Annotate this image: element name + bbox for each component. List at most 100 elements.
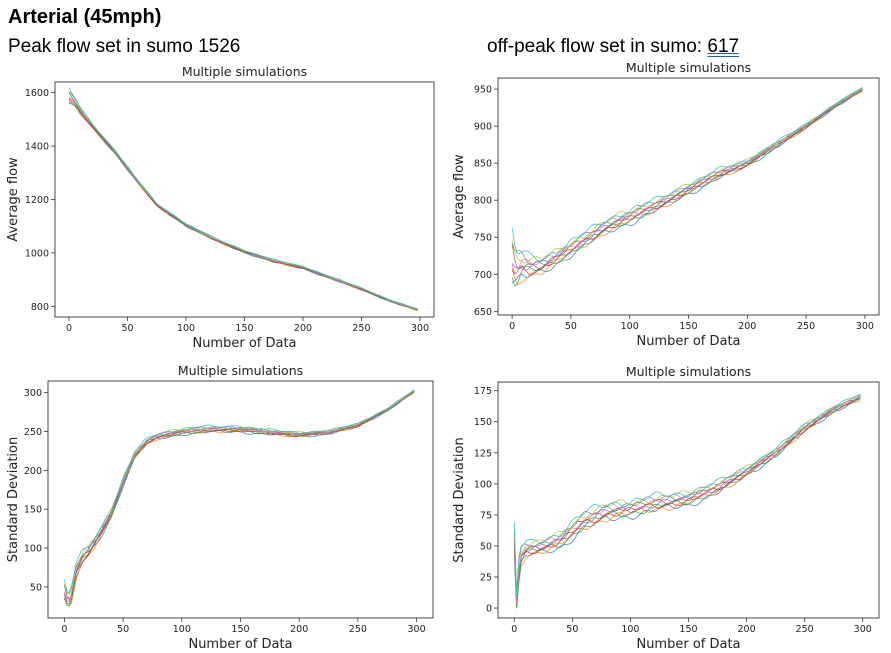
y-axis-label: Standard Deviation [6, 437, 21, 562]
x-tick-label: 50 [121, 323, 133, 334]
y-tick-label: 150 [24, 505, 42, 516]
series-line-3 [513, 396, 861, 609]
x-tick-label: 50 [566, 624, 578, 635]
plot-frame [54, 81, 435, 318]
x-tick-label: 0 [66, 323, 72, 334]
x-tick-label: 50 [565, 321, 577, 332]
y-axis-label: Average flow [452, 154, 467, 239]
series-line-5 [68, 97, 418, 311]
series-line-9 [511, 88, 863, 264]
y-tick-label: 1200 [25, 195, 49, 206]
x-tick-label: 100 [177, 323, 195, 334]
series-line-3 [68, 101, 418, 311]
series-line-4 [68, 99, 418, 311]
series-line-8 [64, 390, 415, 594]
x-tick-label: 200 [294, 323, 312, 334]
x-axis-label: Number of Data [188, 637, 292, 652]
y-tick-label: 800 [31, 302, 49, 313]
series-line-7 [68, 97, 418, 310]
y-tick-label: 50 [480, 541, 492, 552]
series-line-10 [68, 87, 418, 310]
y-tick-label: 300 [24, 388, 42, 399]
x-tick-label: 200 [738, 624, 756, 635]
y-tick-label: 700 [474, 270, 492, 281]
series-line-3 [511, 88, 863, 286]
series-line-2 [513, 399, 861, 606]
x-tick-label: 300 [856, 321, 874, 332]
x-tick-label: 0 [511, 624, 517, 635]
x-tick-label: 150 [679, 624, 697, 635]
x-tick-label: 200 [738, 321, 756, 332]
plot-frame [497, 381, 880, 619]
series-line-6 [511, 88, 863, 270]
chart-title: Multiple simulations [626, 60, 751, 75]
y-axis-label: Average flow [6, 157, 21, 242]
series-line-7 [511, 87, 863, 274]
chart-title: Multiple simulations [626, 364, 751, 379]
y-tick-label: 1400 [25, 142, 49, 153]
y-tick-label: 175 [474, 386, 492, 397]
offpeak-caption-text: off-peak flow set in sumo: [487, 36, 708, 57]
offpeak-flow-caption: off-peak flow set in sumo: 617 [487, 36, 739, 58]
series-line-8 [513, 394, 861, 596]
y-tick-label: 100 [474, 479, 492, 490]
series-line-6 [68, 92, 418, 311]
y-tick-label: 250 [24, 427, 42, 438]
chart-peak-average-flow: Multiple simulations 0 50 100 150 200 250 300 80… [6, 64, 435, 351]
series-line-8 [68, 92, 418, 310]
y-tick-label: 0 [486, 604, 492, 615]
series-line-10 [64, 389, 415, 594]
series-line-4 [64, 391, 415, 602]
x-axis-label: Number of Data [636, 637, 740, 652]
x-tick-label: 200 [290, 624, 308, 635]
y-tick-label: 150 [474, 417, 492, 428]
y-tick-label: 650 [474, 307, 492, 318]
x-axis-label: Number of Data [636, 334, 740, 349]
series-line-9 [64, 390, 415, 596]
x-tick-label: 150 [235, 323, 253, 334]
series-line-10 [511, 86, 863, 263]
x-tick-label: 250 [349, 624, 367, 635]
peak-flow-caption: Peak flow set in sumo 1526 [8, 36, 241, 57]
chart-title: Multiple simulations [182, 64, 307, 79]
series-line-9 [513, 395, 861, 597]
y-tick-label: 100 [24, 544, 42, 555]
y-tick-label: 750 [474, 233, 492, 244]
series-line-1 [68, 102, 418, 311]
y-tick-label: 1600 [25, 88, 49, 99]
x-tick-label: 150 [679, 321, 697, 332]
x-tick-label: 50 [117, 624, 129, 635]
series-line-4 [513, 397, 861, 605]
y-tick-label: 125 [474, 448, 492, 459]
y-tick-label: 25 [480, 573, 492, 584]
x-tick-label: 250 [796, 624, 814, 635]
series-line-8 [511, 87, 863, 266]
x-tick-label: 100 [621, 321, 639, 332]
chart-offpeak-average-flow: Multiple simulations 0 50 100 150 200 250 300 65… [452, 60, 880, 349]
x-tick-label: 250 [352, 323, 370, 334]
x-axis-label: Number of Data [192, 336, 296, 351]
x-tick-label: 100 [173, 624, 191, 635]
y-tick-label: 900 [474, 122, 492, 133]
chart-peak-standard-deviation: Multiple simulations 0 50 100 150 200 250 300 50… [6, 363, 434, 652]
y-axis-label: Standard Deviation [452, 437, 467, 562]
y-tick-label: 50 [30, 582, 42, 593]
series-line-2 [68, 98, 418, 312]
offpeak-flow-value: 617 [707, 36, 740, 57]
x-tick-label: 300 [411, 323, 429, 334]
chart-title: Multiple simulations [178, 363, 303, 378]
series-line-10 [513, 393, 861, 594]
series-line-5 [511, 89, 863, 271]
y-tick-label: 200 [24, 466, 42, 477]
series-line-1 [513, 398, 861, 607]
x-tick-label: 100 [621, 624, 639, 635]
x-tick-label: 300 [854, 624, 872, 635]
y-tick-label: 75 [480, 510, 492, 521]
y-tick-label: 950 [474, 85, 492, 96]
y-tick-label: 800 [474, 196, 492, 207]
x-tick-label: 0 [61, 624, 67, 635]
y-tick-label: 850 [474, 159, 492, 170]
x-tick-label: 0 [509, 321, 515, 332]
chart-offpeak-standard-deviation: Multiple simulations 0 50 100 150 200 250 300 0 2… [452, 364, 880, 652]
x-tick-label: 300 [407, 624, 425, 635]
